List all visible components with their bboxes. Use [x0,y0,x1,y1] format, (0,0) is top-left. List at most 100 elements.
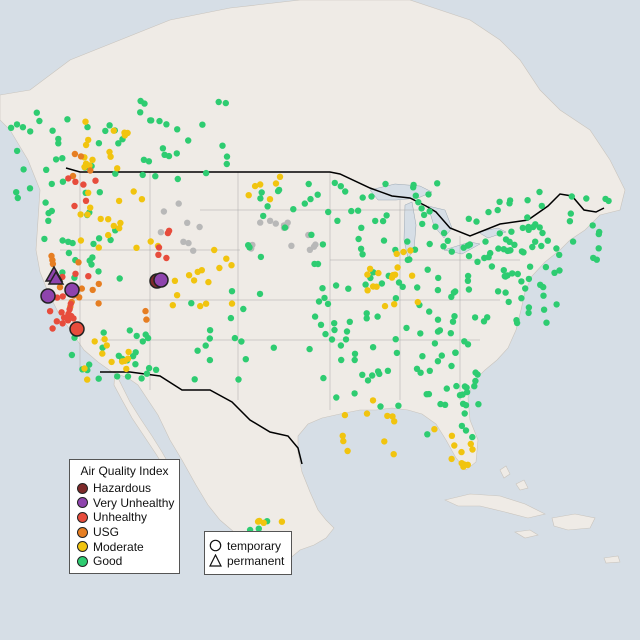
moderate-monitor [254,518,262,525]
good-monitor [345,285,352,292]
good-monitor [496,230,503,237]
good-monitor [460,244,467,251]
moderate-monitor [87,204,94,211]
moderate-monitor [381,302,389,310]
good-monitor [351,356,358,364]
good-monitor [513,319,521,327]
good-monitor [417,369,424,376]
moderate-monitor [84,376,91,383]
good-swatch-icon [77,555,88,567]
good-monitor [27,128,34,135]
good-monitor [461,410,468,417]
moderate-monitor [344,447,351,455]
good-monitor [206,356,214,364]
good-monitor [399,283,406,290]
legend-label: permanent [227,553,285,568]
very-unhealthy-temporary-marker [40,288,56,304]
moderate-monitor [391,301,398,308]
moderate-monitor [125,348,132,356]
good-monitor [264,203,271,210]
good-monitor [359,194,366,201]
good-monitor [333,394,340,401]
good-monitor [322,330,329,338]
good-monitor [191,376,198,383]
good-monitor [543,319,550,326]
cuba [444,493,546,519]
north-america-landmass [0,0,626,561]
good-monitor [320,374,327,382]
good-monitor [538,242,545,250]
good-monitor [536,188,543,196]
moderate-monitor [99,350,106,357]
moderate-monitor [369,283,377,290]
good-monitor [343,328,351,335]
good-monitor [142,331,149,338]
good-monitor [260,212,267,220]
unhealthy-temporary-marker [69,321,85,337]
good-monitor [379,217,387,225]
us-national-border [65,167,605,237]
good-monitor [137,109,144,116]
good-monitor [472,377,479,385]
good-monitor [305,180,312,188]
good-monitor [369,372,376,379]
good-monitor [485,208,492,216]
good-monitor [440,243,447,250]
good-monitor [321,294,328,302]
good-monitor [311,313,319,320]
good-monitor [59,237,66,244]
good-monitor [206,335,213,342]
good-monitor [115,140,122,147]
good-monitor [444,237,451,244]
good-monitor [14,194,21,202]
good-monitor [215,98,222,106]
good-monitor [45,217,52,224]
good-monitor [502,236,510,243]
good-monitor [346,318,353,325]
moderate-monitor [121,129,128,136]
good-monitor [450,289,458,296]
good-monitor [342,188,349,195]
moderate-monitor [85,136,92,144]
moderate-monitor [110,222,118,230]
good-monitor [64,116,71,123]
good-monitor [392,336,399,343]
good-monitor [374,313,381,320]
no-data-monitor [175,200,182,207]
good-monitor [525,304,533,311]
legend-label: USG [93,525,120,540]
good-monitor [403,324,410,332]
good-monitor [420,211,428,219]
good-monitor [471,314,479,321]
good-monitor [494,206,501,214]
moderate-monitor [245,192,252,199]
legend-item-usg: USG [70,525,179,540]
good-monitor [331,179,338,187]
good-monitor [426,308,433,315]
good-monitor [424,266,431,273]
good-monitor [506,247,513,254]
good-monitor [518,295,525,302]
good-monitor [473,218,480,225]
good-monitor [392,295,400,302]
good-monitor [368,193,375,200]
good-monitor [438,352,445,359]
no-data-monitor [288,242,295,249]
good-monitor [463,388,471,396]
good-monitor [551,269,558,276]
good-monitor [147,117,154,124]
good-monitor [532,238,539,245]
moderate-monitor [110,127,118,134]
good-monitor [458,422,466,430]
good-monitor [90,240,97,248]
good-monitor [152,173,159,180]
moderate-monitor [339,432,346,439]
good-monitor [317,321,325,328]
good-monitor [126,327,133,334]
good-monitor [194,347,201,354]
moderate-monitor [81,365,88,372]
good-monitor [414,284,421,291]
good-monitor [474,371,481,378]
good-monitor [524,197,531,204]
moderate-monitor [82,118,89,125]
